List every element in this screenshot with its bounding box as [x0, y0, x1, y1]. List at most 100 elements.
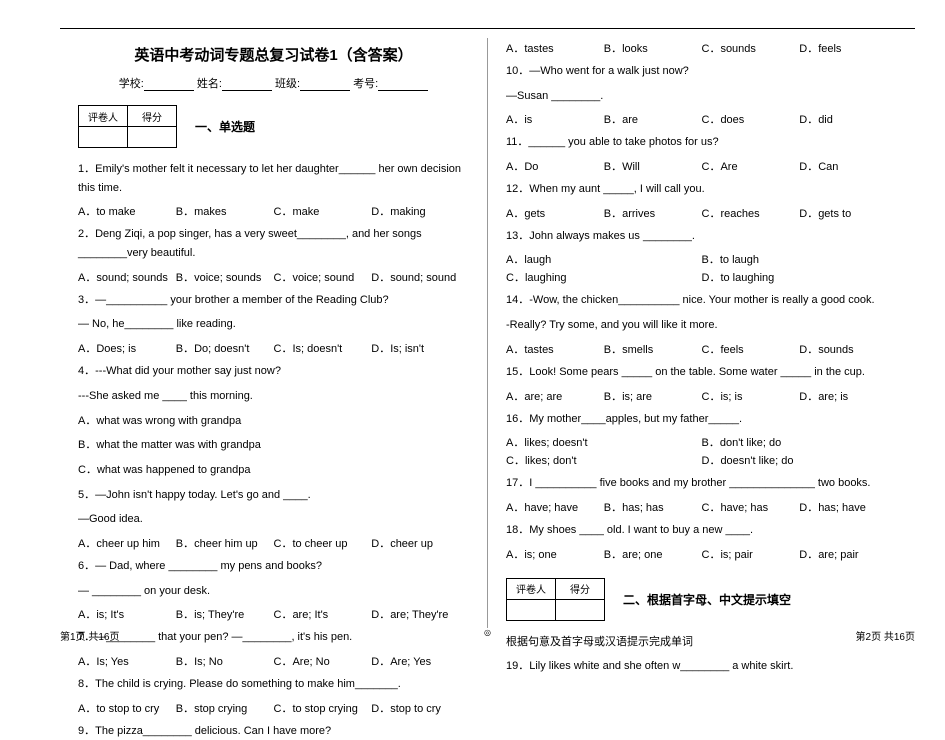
q3c: C．Is; doesn't: [274, 340, 372, 356]
q11c: C．Are: [702, 158, 800, 174]
q14s: -Really? Try some, and you will like it …: [506, 316, 897, 335]
q7: 7．—________ that your pen? —________, it…: [78, 628, 469, 647]
examno-label: 考号:: [353, 78, 378, 90]
q16d: D．doesn't like; do: [702, 452, 898, 468]
school-label: 学校:: [119, 78, 144, 90]
q4: 4．---What did your mother say just now?: [78, 362, 469, 381]
name-blank: [222, 78, 272, 91]
q15-opts: A．are; are B．is; are C．is; is D．are; is: [506, 388, 897, 404]
q15b: B．is; are: [604, 388, 702, 404]
q17a: A．have; have: [506, 499, 604, 515]
footer-left: 第1页 共16页: [60, 628, 119, 643]
q12d: D．gets to: [799, 205, 897, 221]
q17c: C．have; has: [702, 499, 800, 515]
q8b: B．stop crying: [176, 700, 274, 716]
q14c: C．feels: [702, 341, 800, 357]
q19: 19．Lily likes white and she often w_____…: [506, 657, 897, 676]
q5: 5．—John isn't happy today. Let's go and …: [78, 486, 469, 505]
q10d: D．did: [799, 111, 897, 127]
grader2-score-hdr: 得分: [556, 578, 605, 599]
footer-right: 第2页 共16页: [856, 628, 915, 643]
grader-row-2: 评卷人 得分 二、根据首字母、中文提示填空: [506, 578, 897, 621]
q13b: B．to laugh: [702, 251, 898, 267]
q9-opts: A．tastes B．looks C．sounds D．feels: [506, 40, 897, 56]
q8d: D．stop to cry: [371, 700, 469, 716]
q11b: B．Will: [604, 158, 702, 174]
section1-title: 一、单选题: [195, 118, 255, 135]
q10-opts: A．is B．are C．does D．did: [506, 111, 897, 127]
q18: 18．My shoes ____ old. I want to buy a ne…: [506, 521, 897, 540]
q15c: C．is; is: [702, 388, 800, 404]
q11-opts: A．Do B．Will C．Are D．Can: [506, 158, 897, 174]
q1d: D．making: [371, 203, 469, 219]
q1a: A．to make: [78, 203, 176, 219]
grader-table-2: 评卷人 得分: [506, 578, 605, 621]
q18c: C．is; pair: [702, 546, 800, 562]
q2: 2．Deng Ziqi, a pop singer, has a very sw…: [78, 225, 469, 262]
q7c: C．Are; No: [274, 653, 372, 669]
q18b: B．are; one: [604, 546, 702, 562]
q15d: D．are; is: [799, 388, 897, 404]
q1-opts: A．to make B．makes C．make D．making: [78, 203, 469, 219]
q10: 10．—Who went for a walk just now?: [506, 62, 897, 81]
q10a: A．is: [506, 111, 604, 127]
q16-opts2: C．likes; don't D．doesn't like; do: [506, 452, 897, 468]
name-label: 姓名:: [197, 78, 222, 90]
meta-line: 学校: 姓名: 班级: 考号:: [78, 75, 469, 91]
q9d: D．feels: [799, 40, 897, 56]
q13-opts2: C．laughing D．to laughing: [506, 269, 897, 285]
q17-opts: A．have; have B．has; has C．have; has D．ha…: [506, 499, 897, 515]
q10s: —Susan ________.: [506, 87, 897, 106]
exam-title: 英语中考动词专题总复习试卷1（含答案）: [78, 44, 469, 65]
column-left: 英语中考动词专题总复习试卷1（含答案） 学校: 姓名: 班级: 考号: 评卷人 …: [60, 38, 488, 628]
grader-score-cell: [128, 127, 177, 148]
q16c: C．likes; don't: [506, 452, 702, 468]
q5d: D．cheer up: [371, 535, 469, 551]
q2c: C．voice; sound: [274, 269, 372, 285]
q6-opts: A．is; It's B．is; They're C．are; It's D．a…: [78, 606, 469, 622]
q9b: B．looks: [604, 40, 702, 56]
q17: 17．I __________ five books and my brothe…: [506, 474, 897, 493]
q11: 11．______ you able to take photos for us…: [506, 133, 897, 152]
top-rule: [60, 28, 915, 29]
q12b: B．arrives: [604, 205, 702, 221]
q3s: — No, he________ like reading.: [78, 315, 469, 334]
q13: 13．John always makes us ________.: [506, 227, 897, 246]
grader-reviewer-hdr: 评卷人: [79, 106, 128, 127]
q5b: B．cheer him up: [176, 535, 274, 551]
school-blank: [144, 78, 194, 91]
q16-opts1: A．likes; doesn't B．don't like; do: [506, 434, 897, 450]
q4a: A．what was wrong with grandpa: [78, 412, 469, 431]
q2b: B．voice; sounds: [176, 269, 274, 285]
q14: 14．-Wow, the chicken__________ nice. You…: [506, 291, 897, 310]
q14a: A．tastes: [506, 341, 604, 357]
q3b: B．Do; doesn't: [176, 340, 274, 356]
grader-reviewer-cell: [79, 127, 128, 148]
q16b: B．don't like; do: [702, 434, 898, 450]
q2d: D．sound; sound: [371, 269, 469, 285]
q14d: D．sounds: [799, 341, 897, 357]
grader2-reviewer-cell: [507, 599, 556, 620]
q1c: C．make: [274, 203, 372, 219]
columns: 英语中考动词专题总复习试卷1（含答案） 学校: 姓名: 班级: 考号: 评卷人 …: [0, 28, 945, 628]
section2-instr: 根据句意及首字母或汉语提示完成单词: [506, 633, 897, 652]
q1: 1．Emily's mother felt it necessary to le…: [78, 160, 469, 197]
q6c: C．are; It's: [274, 606, 372, 622]
q7a: A．Is; Yes: [78, 653, 176, 669]
q3: 3．—__________ your brother a member of t…: [78, 291, 469, 310]
q11d: D．Can: [799, 158, 897, 174]
q13d: D．to laughing: [702, 269, 898, 285]
q2-opts: A．sound; sounds B．voice; sounds C．voice;…: [78, 269, 469, 285]
q17d: D．has; have: [799, 499, 897, 515]
grader2-score-cell: [556, 599, 605, 620]
q11a: A．Do: [506, 158, 604, 174]
q9c: C．sounds: [702, 40, 800, 56]
grader-table-1: 评卷人 得分: [78, 105, 177, 148]
q15a: A．are; are: [506, 388, 604, 404]
q13-opts1: A．laugh B．to laugh: [506, 251, 897, 267]
q8-opts: A．to stop to cry B．stop crying C．to stop…: [78, 700, 469, 716]
q9a: A．tastes: [506, 40, 604, 56]
q8c: C．to stop crying: [274, 700, 372, 716]
q5c: C．to cheer up: [274, 535, 372, 551]
q8: 8．The child is crying. Please do somethi…: [78, 675, 469, 694]
